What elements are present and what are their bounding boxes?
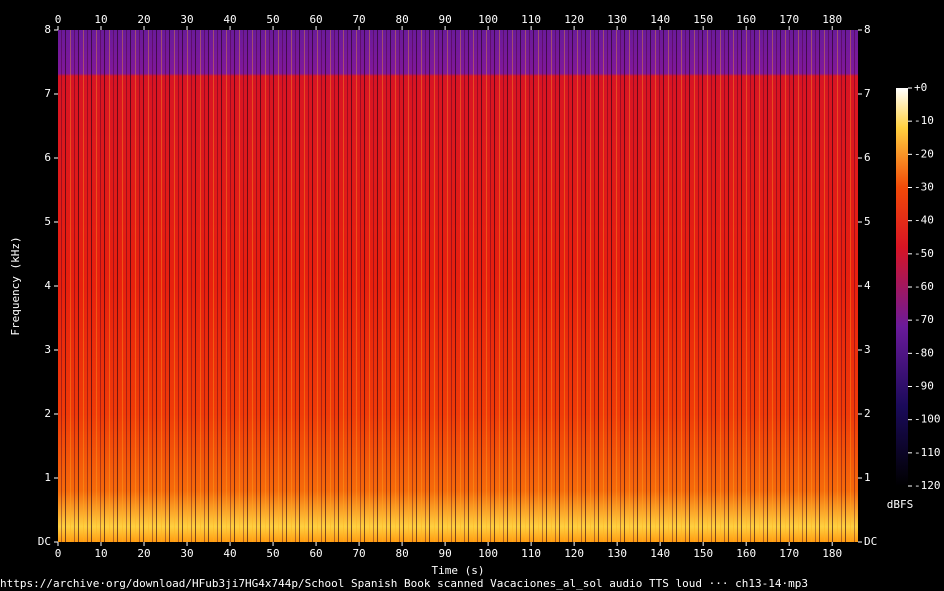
x-tick-label-top: 90 — [438, 13, 451, 26]
y-tick-label-right: 6 — [864, 151, 871, 164]
y-tick-label: 1 — [44, 471, 51, 484]
colorbar-tick-label: -30 — [914, 181, 934, 194]
x-tick-label: 80 — [395, 547, 408, 560]
colorbar-tick-label: -50 — [914, 247, 934, 260]
x-tick-label: 20 — [137, 547, 150, 560]
colorbar-tick-label: +0 — [914, 81, 927, 94]
x-axis-label: Time (s) — [432, 564, 485, 577]
y-tick-label: 6 — [44, 151, 51, 164]
x-tick-label: 130 — [607, 547, 627, 560]
x-tick-label: 110 — [521, 547, 541, 560]
colorbar-label: dBFS — [887, 498, 914, 511]
x-tick-label: 100 — [478, 547, 498, 560]
colorbar-tick-label: -80 — [914, 346, 934, 359]
x-tick-label: 120 — [564, 547, 584, 560]
y-tick-label-right: 1 — [864, 471, 871, 484]
x-tick-label: 160 — [736, 547, 756, 560]
y-axis-label: Frequency (kHz) — [9, 236, 22, 335]
colorbar-tick-label: -110 — [914, 446, 941, 459]
footer: https://archive·org/download/HFub3ji7HG4… — [0, 577, 808, 590]
x-tick-label-top: 0 — [55, 13, 62, 26]
x-tick-label: 30 — [180, 547, 193, 560]
x-tick-label: 0 — [55, 547, 62, 560]
x-tick-label: 90 — [438, 547, 451, 560]
x-tick-label-top: 50 — [266, 13, 279, 26]
x-tick-label: 150 — [693, 547, 713, 560]
y-tick-label: 7 — [44, 87, 51, 100]
x-tick-label: 170 — [779, 547, 799, 560]
spectrogram-texture — [58, 30, 858, 542]
y-tick-label: DC — [38, 535, 51, 548]
colorbar-tick-label: -100 — [914, 413, 941, 426]
x-tick-label-top: 60 — [309, 13, 322, 26]
x-tick-label: 40 — [223, 547, 236, 560]
colorbar-tick-label: -120 — [914, 479, 941, 492]
x-tick-label: 70 — [352, 547, 365, 560]
y-tick-label: 5 — [44, 215, 51, 228]
y-tick-label: 3 — [44, 343, 51, 356]
x-tick-label-top: 100 — [478, 13, 498, 26]
y-tick-label-right: 8 — [864, 23, 871, 36]
y-tick-label-right: 5 — [864, 215, 871, 228]
x-tick-label: 140 — [650, 547, 670, 560]
y-tick-label: 8 — [44, 23, 51, 36]
y-tick-label-right: 3 — [864, 343, 871, 356]
x-tick-label-top: 80 — [395, 13, 408, 26]
x-tick-label-top: 160 — [736, 13, 756, 26]
y-tick-label-right: DC — [864, 535, 877, 548]
colorbar-tick-label: -70 — [914, 313, 934, 326]
x-tick-label-top: 170 — [779, 13, 799, 26]
colorbar-tick-label: -20 — [914, 147, 934, 160]
x-tick-label: 180 — [822, 547, 842, 560]
y-tick-label-right: 7 — [864, 87, 871, 100]
x-tick-label-top: 120 — [564, 13, 584, 26]
x-tick-label-top: 130 — [607, 13, 627, 26]
colorbar-tick-label: -40 — [914, 214, 934, 227]
colorbar-tick-label: -90 — [914, 380, 934, 393]
colorbar — [896, 88, 908, 486]
x-tick-label-top: 110 — [521, 13, 541, 26]
x-tick-label-top: 10 — [94, 13, 107, 26]
y-tick-label: 4 — [44, 279, 51, 292]
x-tick-label: 10 — [94, 547, 107, 560]
x-tick-label-top: 20 — [137, 13, 150, 26]
x-tick-label-top: 180 — [822, 13, 842, 26]
y-tick-label: 2 — [44, 407, 51, 420]
x-tick-label-top: 70 — [352, 13, 365, 26]
colorbar-tick-label: -10 — [914, 114, 934, 127]
x-tick-label: 60 — [309, 547, 322, 560]
x-tick-label: 50 — [266, 547, 279, 560]
x-tick-label-top: 30 — [180, 13, 193, 26]
x-tick-label-top: 150 — [693, 13, 713, 26]
colorbar-tick-label: -60 — [914, 280, 934, 293]
y-tick-label-right: 4 — [864, 279, 871, 292]
x-tick-label-top: 140 — [650, 13, 670, 26]
y-tick-label-right: 2 — [864, 407, 871, 420]
x-tick-label-top: 40 — [223, 13, 236, 26]
